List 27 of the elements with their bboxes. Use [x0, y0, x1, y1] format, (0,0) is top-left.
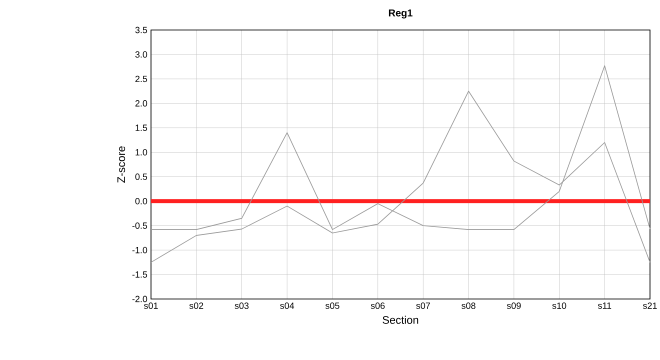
x-tick-label: s09	[506, 302, 521, 309]
x-axis-title: Section	[382, 316, 418, 324]
x-tick-label: s11	[598, 302, 612, 309]
y-tick-label: 2.0	[135, 100, 148, 107]
y-tick-label: 0.5	[135, 174, 148, 180]
chart-title: Reg1	[388, 9, 412, 18]
x-tick-label: s03	[234, 302, 249, 309]
x-tick-label: s07	[416, 302, 430, 309]
y-tick-label: 1.5	[136, 124, 148, 131]
y-tick-label: -1.5	[132, 271, 148, 278]
y-tick-label: 2.5	[135, 76, 148, 82]
x-tick-label: s06	[370, 302, 385, 309]
x-tick-label: s01	[144, 302, 158, 309]
y-tick-label: 3.0	[135, 51, 148, 58]
y-tick-label: -1.0	[132, 246, 148, 254]
x-tick-label: s05	[325, 302, 340, 309]
x-tick-label: s08	[462, 302, 476, 309]
y-tick-label: -2.0	[132, 296, 148, 302]
y-tick-label: -0.5	[132, 222, 148, 229]
x-tick-label: s04	[280, 302, 294, 309]
x-tick-label: s21	[643, 302, 657, 309]
y-axis-title: Z-score	[117, 146, 126, 183]
x-tick-label: s02	[189, 302, 204, 309]
y-tick-label: 0.0	[135, 198, 148, 204]
y-tick-label: 3.5	[135, 26, 148, 34]
y-tick-label: 1.0	[136, 149, 148, 156]
x-tick-label: s10	[552, 302, 566, 309]
